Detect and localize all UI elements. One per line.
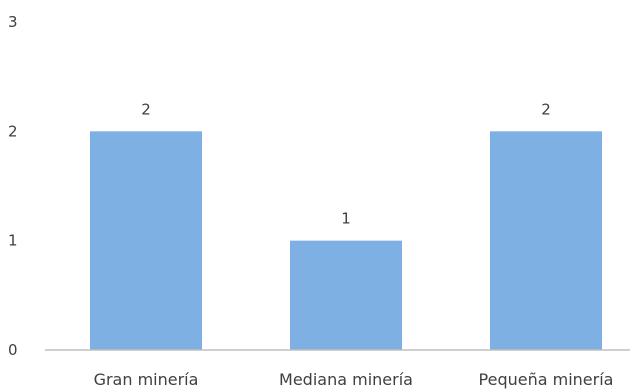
bar-data-label: 1 xyxy=(341,210,351,228)
y-tick-label: 2 xyxy=(8,122,18,140)
bar xyxy=(90,131,202,350)
bar-data-label: 2 xyxy=(141,100,151,118)
bar xyxy=(290,240,402,350)
data-labels: 2 1 2 xyxy=(141,100,551,227)
x-category-label: Mediana minería xyxy=(279,370,413,389)
x-category-label: Gran minería xyxy=(94,370,199,389)
y-tick-label: 1 xyxy=(8,232,18,250)
y-tick-label: 0 xyxy=(8,341,18,359)
bar-series xyxy=(90,131,602,350)
y-tick-label: 3 xyxy=(8,13,18,31)
bar-data-label: 2 xyxy=(541,100,551,118)
bar xyxy=(490,131,602,350)
x-category-label: Pequeña minería xyxy=(479,370,614,389)
y-axis-ticks: 0 1 2 3 xyxy=(8,13,18,359)
x-axis-category-labels: Gran minería Mediana minería Pequeña miner… xyxy=(94,370,614,389)
